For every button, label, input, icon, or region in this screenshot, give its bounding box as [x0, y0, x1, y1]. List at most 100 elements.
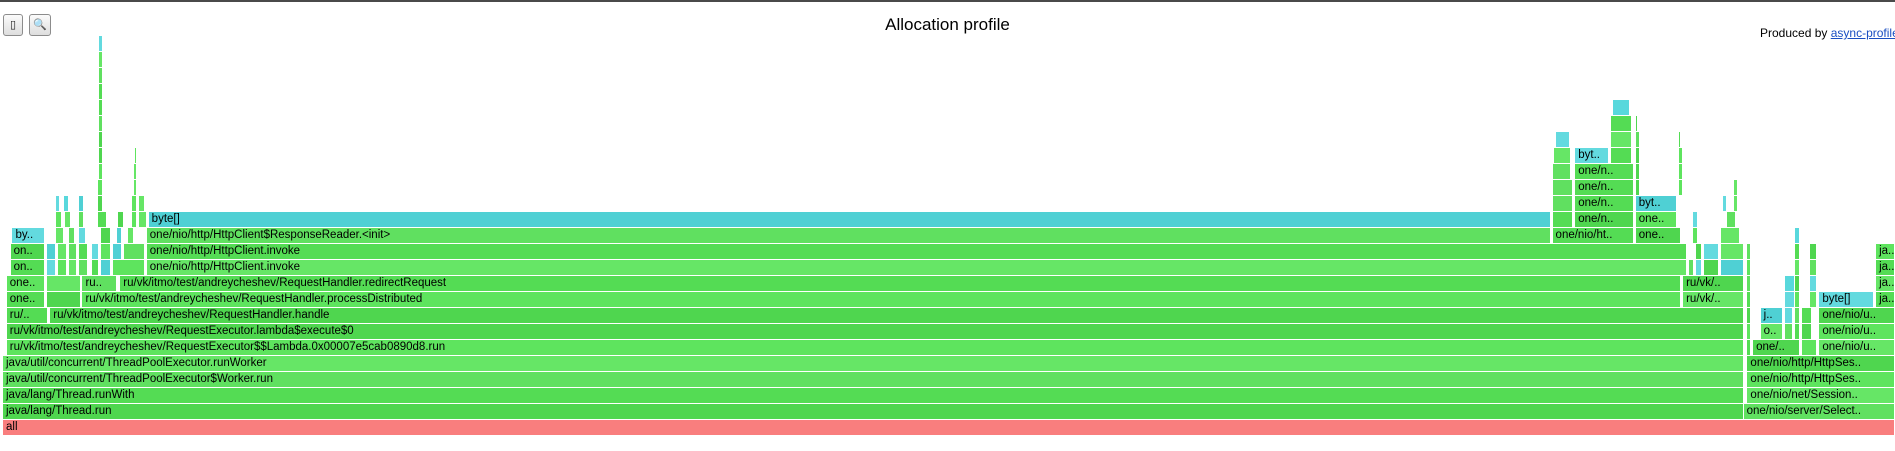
frame[interactable]: one.. [1635, 228, 1681, 243]
frame[interactable] [1747, 308, 1751, 323]
frame[interactable]: ja.. [1876, 292, 1894, 307]
frame[interactable]: one.. [6, 276, 44, 291]
frame[interactable]: ja.. [1876, 244, 1894, 259]
frame[interactable] [1734, 180, 1737, 195]
frame[interactable] [91, 260, 99, 275]
frame[interactable] [101, 260, 110, 275]
frame[interactable] [46, 260, 55, 275]
frame[interactable] [78, 212, 84, 227]
frame[interactable] [131, 212, 137, 227]
frame[interactable] [55, 228, 63, 243]
frame[interactable]: one/nio/u.. [1819, 340, 1894, 355]
frame[interactable] [1554, 148, 1571, 163]
frame[interactable] [131, 196, 137, 211]
frame[interactable] [101, 228, 110, 243]
frame[interactable]: byte[] [1819, 292, 1874, 307]
frame[interactable] [78, 228, 86, 243]
frame[interactable] [116, 228, 122, 243]
frame[interactable]: one/n.. [1575, 212, 1633, 227]
frame[interactable] [1785, 308, 1792, 323]
frame[interactable] [46, 244, 55, 259]
frame[interactable] [124, 244, 144, 259]
frame[interactable] [1679, 180, 1683, 195]
frame[interactable] [127, 228, 133, 243]
frame[interactable]: one/n.. [1575, 196, 1633, 211]
frame[interactable] [78, 260, 88, 275]
frame[interactable] [1809, 244, 1817, 259]
frame[interactable] [1696, 244, 1701, 259]
frame[interactable] [1747, 340, 1751, 355]
frame[interactable]: ru/vk/.. [1683, 276, 1743, 291]
frame[interactable]: o.. [1760, 324, 1783, 339]
frame[interactable] [1802, 340, 1817, 355]
frame[interactable] [99, 84, 103, 99]
frame[interactable] [46, 276, 80, 291]
frame[interactable] [1794, 308, 1800, 323]
reverse-toggle-button[interactable]: ▯ [3, 14, 23, 36]
frame[interactable]: j.. [1760, 308, 1783, 323]
frame[interactable]: byt.. [1575, 148, 1609, 163]
frame[interactable] [1747, 324, 1751, 339]
frame[interactable] [99, 148, 103, 163]
frame[interactable]: one/nio/http/HttpSes.. [1747, 372, 1894, 387]
frame[interactable] [99, 100, 103, 115]
frame[interactable] [1703, 244, 1719, 259]
frame[interactable]: ru/vk/itmo/test/andreycheshev/RequestHan… [82, 292, 1681, 307]
frame[interactable] [1696, 260, 1701, 275]
frame[interactable] [78, 244, 88, 259]
frame[interactable] [1635, 132, 1639, 147]
frame[interactable] [1802, 324, 1811, 339]
frame[interactable]: one/nio/http/HttpClient$ResponseReader.<… [146, 228, 1550, 243]
frame[interactable]: ru.. [82, 276, 116, 291]
frame[interactable]: ru/vk/itmo/test/andreycheshev/RequestHan… [120, 276, 1681, 291]
frame[interactable]: by.. [12, 228, 44, 243]
frame[interactable] [1794, 260, 1800, 275]
frame[interactable]: on.. [10, 244, 44, 259]
frame[interactable] [1747, 276, 1751, 291]
frame[interactable] [1794, 276, 1800, 291]
frame[interactable]: java/lang/Thread.run [3, 404, 1743, 419]
frame[interactable] [78, 196, 84, 211]
frame[interactable] [69, 228, 74, 243]
frame[interactable]: java/util/concurrent/ThreadPoolExecutor$… [3, 372, 1743, 387]
frame[interactable] [1802, 308, 1811, 323]
frame[interactable] [99, 36, 103, 51]
frame[interactable] [1635, 116, 1637, 131]
frame[interactable]: one/nio/server/Select.. [1743, 404, 1894, 419]
frame[interactable] [1747, 292, 1751, 307]
frame[interactable]: ja.. [1876, 276, 1894, 291]
frame[interactable] [1720, 228, 1739, 243]
frame[interactable] [1552, 180, 1573, 195]
frame[interactable] [1785, 324, 1792, 339]
frame[interactable] [1794, 228, 1800, 243]
frame[interactable]: one/nio/http/HttpClient.invoke [146, 260, 1686, 275]
frame[interactable] [1809, 276, 1817, 291]
frame[interactable] [69, 244, 76, 259]
frame[interactable]: one/nio/u.. [1819, 308, 1894, 323]
frame[interactable] [1720, 260, 1743, 275]
frame[interactable] [1785, 276, 1794, 291]
frame[interactable]: java/lang/Thread.runWith [3, 388, 1743, 403]
frame[interactable] [1613, 100, 1630, 115]
frame[interactable] [1611, 116, 1631, 131]
frame[interactable] [1734, 196, 1737, 211]
frame[interactable] [57, 244, 67, 259]
frame[interactable] [1809, 292, 1817, 307]
frame[interactable]: one/nio/http/HttpClient.invoke [146, 244, 1686, 259]
frame[interactable]: one/nio/u.. [1819, 324, 1894, 339]
frame[interactable] [1556, 132, 1569, 147]
frame[interactable] [91, 244, 99, 259]
frame[interactable] [139, 196, 144, 211]
frame[interactable] [1720, 244, 1743, 259]
frame[interactable] [1726, 212, 1736, 227]
frame[interactable] [1679, 164, 1683, 179]
frame[interactable] [99, 68, 103, 83]
frame[interactable] [99, 164, 103, 179]
frame[interactable]: ja.. [1876, 260, 1894, 275]
frame[interactable] [1794, 244, 1800, 259]
search-button[interactable]: 🔍 [29, 14, 51, 36]
frame[interactable] [1692, 212, 1698, 227]
frame[interactable] [1794, 324, 1800, 339]
frame[interactable]: java/util/concurrent/ThreadPoolExecutor.… [3, 356, 1743, 371]
frame[interactable]: ru/vk/itmo/test/andreycheshev/RequestExe… [6, 324, 1743, 339]
